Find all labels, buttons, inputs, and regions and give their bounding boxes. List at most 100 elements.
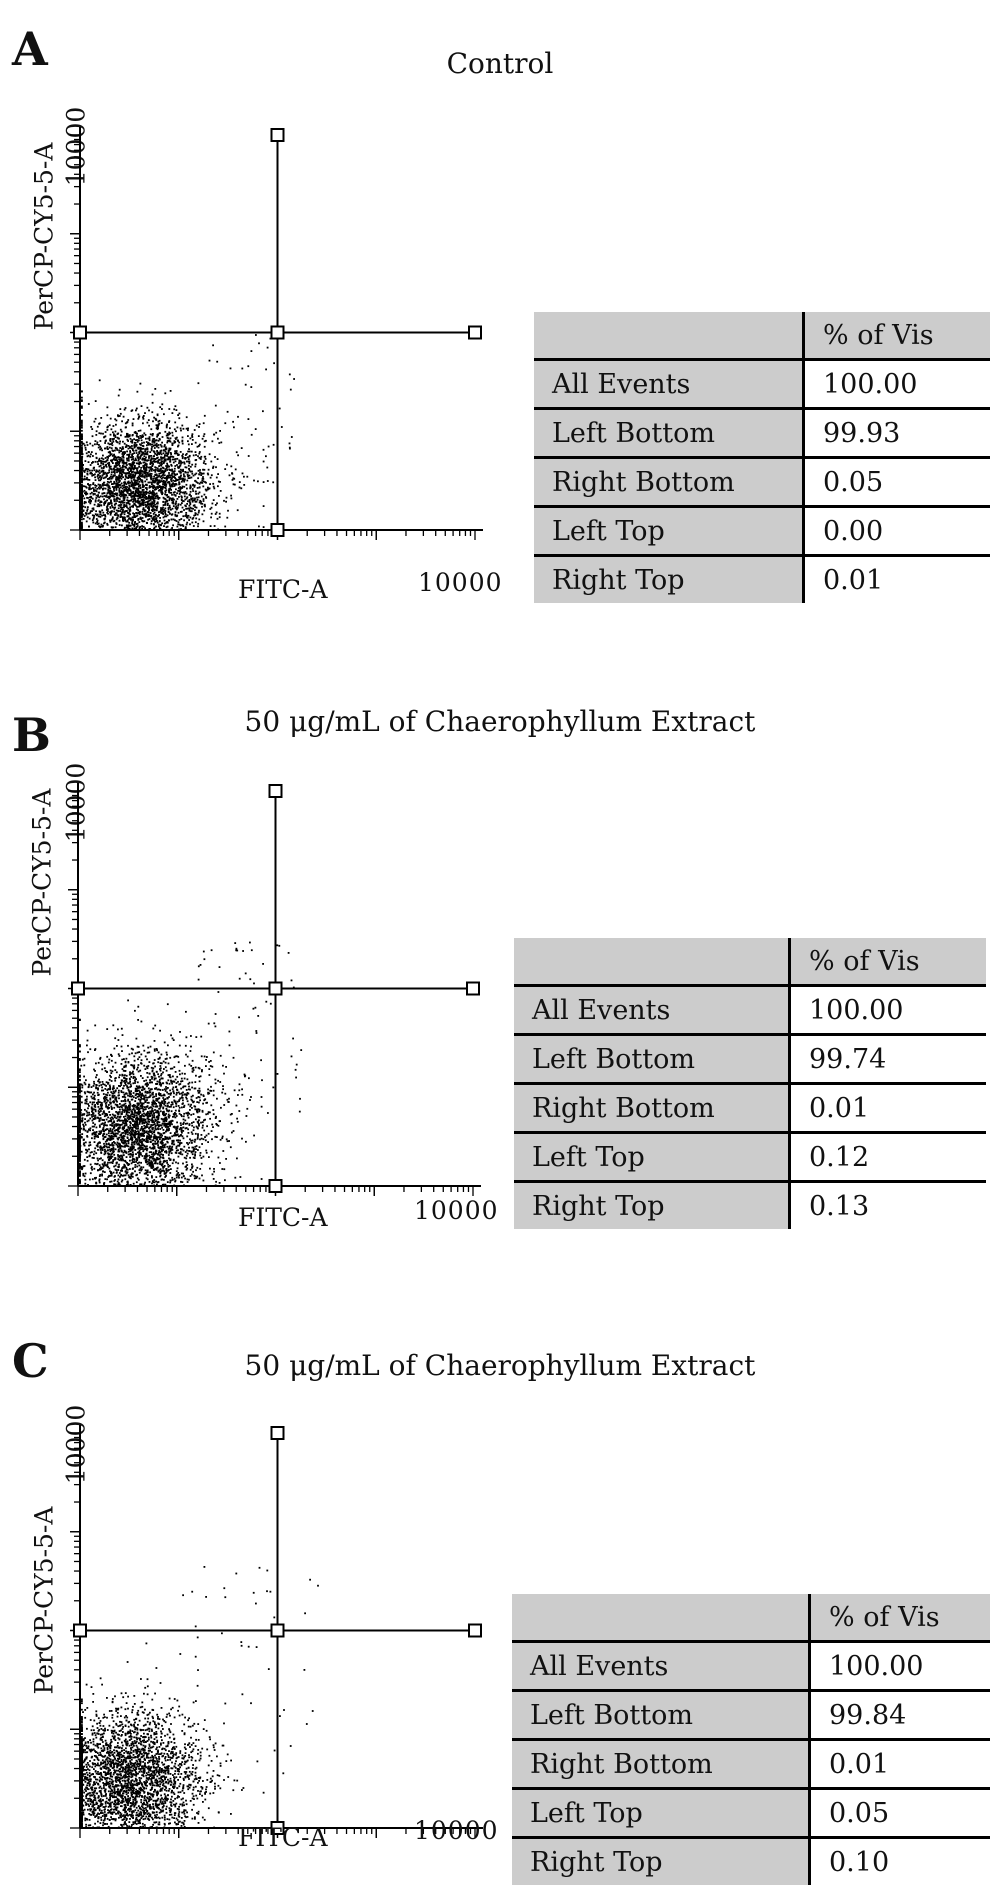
- event-point: [177, 478, 180, 481]
- event-point: [186, 1167, 189, 1170]
- event-point: [136, 1165, 139, 1168]
- event-point: [127, 1164, 130, 1166]
- event-point: [153, 1100, 156, 1103]
- event-point: [94, 500, 97, 503]
- event-point: [117, 1183, 119, 1186]
- event-point: [128, 470, 131, 473]
- event-point: [103, 492, 106, 494]
- event-point: [174, 474, 177, 476]
- event-point: [124, 510, 127, 512]
- event-point: [81, 1166, 84, 1169]
- event-point: [137, 478, 140, 481]
- event-point: [100, 470, 103, 473]
- event-point: [175, 1174, 178, 1177]
- event-point: [160, 480, 163, 482]
- event-point: [147, 419, 150, 421]
- event-point: [81, 498, 83, 501]
- event-point: [169, 1056, 172, 1059]
- event-point: [138, 461, 141, 464]
- event-point: [183, 485, 186, 488]
- event-point: [93, 466, 95, 469]
- event-point: [87, 483, 89, 486]
- event-point: [162, 1161, 165, 1164]
- event-point: [169, 506, 171, 509]
- event-point: [82, 509, 85, 512]
- event-point: [143, 529, 145, 531]
- event-point: [85, 512, 88, 515]
- row-value: 100.00: [803, 359, 990, 410]
- event-point: [92, 455, 94, 457]
- event-point: [91, 491, 93, 494]
- event-point: [134, 501, 137, 503]
- event-point: [206, 1125, 208, 1128]
- event-point: [180, 1124, 182, 1127]
- event-point: [98, 505, 101, 508]
- event-point: [203, 1119, 205, 1122]
- event-point: [153, 1114, 156, 1117]
- event-point: [200, 529, 203, 531]
- event-point: [127, 458, 130, 460]
- event-point: [97, 499, 100, 502]
- event-point: [197, 511, 200, 514]
- event-point: [106, 429, 109, 431]
- event-point: [174, 460, 177, 463]
- event-point: [149, 1110, 151, 1113]
- event-point: [208, 487, 211, 490]
- event-point: [101, 1086, 103, 1089]
- event-point: [152, 496, 155, 499]
- event-point: [104, 484, 107, 486]
- event-point: [113, 472, 116, 474]
- event-point: [243, 475, 245, 478]
- event-point: [165, 526, 168, 529]
- event-point: [92, 474, 95, 476]
- event-point: [159, 528, 162, 530]
- event-point: [106, 459, 109, 462]
- event-point: [141, 489, 144, 492]
- event-point: [121, 524, 123, 527]
- event-point: [166, 496, 169, 499]
- event-point: [98, 460, 100, 462]
- event-point: [153, 500, 156, 503]
- event-point: [190, 529, 192, 531]
- event-point: [128, 1090, 131, 1093]
- event-point: [147, 459, 150, 462]
- event-point: [172, 500, 175, 503]
- event-point: [146, 511, 149, 514]
- event-point: [237, 454, 239, 457]
- event-point: [118, 494, 121, 497]
- event-point: [185, 460, 188, 463]
- event-point: [143, 1124, 146, 1127]
- event-point: [81, 521, 83, 524]
- event-point: [176, 439, 179, 442]
- event-point: [272, 443, 275, 446]
- event-point: [207, 1091, 209, 1094]
- event-point: [130, 492, 132, 495]
- event-point: [106, 505, 109, 507]
- event-point: [122, 511, 124, 514]
- event-point: [97, 503, 100, 506]
- event-point: [125, 1131, 127, 1134]
- event-point: [82, 1127, 85, 1130]
- event-point: [127, 480, 130, 483]
- event-point: [81, 1168, 83, 1171]
- event-point: [176, 529, 179, 531]
- event-point: [112, 1090, 115, 1093]
- event-point: [132, 463, 135, 466]
- event-point: [98, 1108, 101, 1110]
- event-point: [184, 1127, 187, 1130]
- event-point: [156, 435, 158, 438]
- event-point: [136, 501, 139, 503]
- event-point: [114, 446, 117, 449]
- event-point: [81, 1058, 84, 1061]
- event-point: [190, 497, 193, 500]
- event-point: [138, 477, 141, 480]
- event-point: [111, 438, 114, 440]
- event-point: [89, 484, 92, 486]
- event-point: [154, 509, 156, 511]
- event-point: [154, 471, 157, 473]
- event-point: [146, 1149, 148, 1152]
- event-point: [124, 451, 126, 453]
- event-point: [155, 424, 158, 427]
- event-point: [169, 459, 172, 461]
- event-point: [166, 521, 169, 523]
